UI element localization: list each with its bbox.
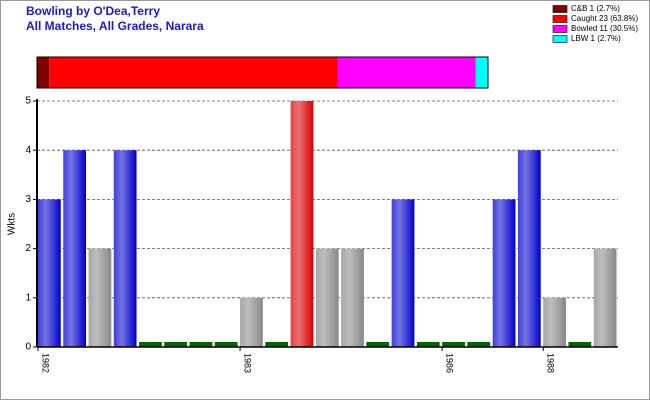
bar — [38, 199, 61, 347]
dismissal-bar-border — [36, 56, 489, 89]
bar — [139, 342, 162, 347]
legend-swatch — [552, 25, 568, 33]
bar — [442, 342, 465, 347]
bar — [341, 248, 364, 347]
y-tick-label: 2 — [25, 243, 31, 254]
dismissal-segment — [337, 57, 476, 88]
x-tick-label: 1986 — [444, 353, 454, 373]
bar — [164, 342, 188, 347]
bar — [593, 248, 617, 347]
x-tick-label: 1983 — [242, 353, 252, 373]
bar — [240, 297, 263, 347]
y-tick-label: 4 — [25, 145, 31, 156]
x-tick-label: 1988 — [545, 353, 555, 373]
legend-label: Bowled 11 (30.5%) — [571, 24, 638, 33]
y-tick-label: 0 — [25, 342, 31, 353]
bar — [492, 199, 516, 347]
dismissal-segment — [37, 57, 50, 88]
bar — [88, 248, 112, 347]
legend-label: C&B 1 (2.7%) — [571, 4, 620, 13]
bar — [315, 248, 339, 347]
bar — [543, 297, 566, 347]
bar — [189, 342, 213, 347]
bar — [366, 342, 390, 347]
bar — [265, 342, 289, 347]
legend-label: Caught 23 (63.8%) — [571, 14, 638, 23]
bar — [290, 101, 314, 347]
bar — [568, 342, 592, 347]
legend-label: LBW 1 (2.7%) — [571, 34, 621, 43]
x-tick-label: 1982 — [40, 353, 50, 373]
dismissal-segment — [475, 57, 488, 88]
bar — [113, 150, 137, 347]
legend-swatch — [552, 5, 568, 13]
bar — [467, 342, 491, 347]
y-tick-label: 1 — [25, 292, 31, 303]
legend-swatch — [552, 15, 568, 23]
bar — [391, 199, 415, 347]
bar — [214, 342, 238, 347]
bar — [416, 342, 440, 347]
y-axis-label: Wkts — [7, 213, 18, 235]
y-tick-label: 5 — [25, 96, 31, 107]
bar — [517, 150, 541, 347]
bar — [63, 150, 87, 347]
chart-subtitle: All Matches, All Grades, Narara — [26, 19, 204, 33]
y-tick-label: 3 — [25, 194, 31, 205]
legend-swatch — [552, 35, 568, 43]
dismissal-segment — [49, 57, 338, 88]
chart-title: Bowling by O'Dea,Terry — [26, 4, 160, 18]
